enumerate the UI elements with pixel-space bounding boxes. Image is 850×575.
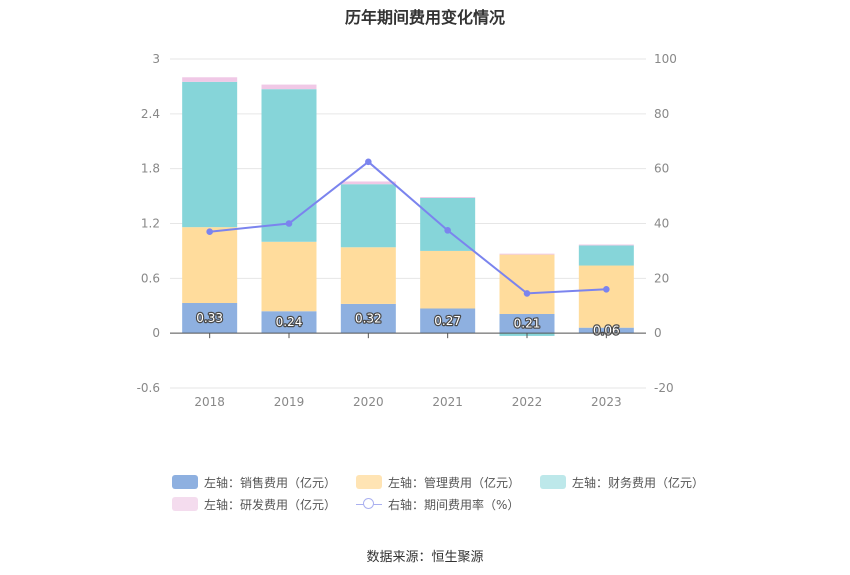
bar-segment-0-2023[interactable] — [578, 327, 634, 334]
legend-label-finance: 左轴：财务费用（亿元） — [572, 475, 705, 490]
bar-segment-2-2019[interactable] — [261, 89, 317, 242]
bar-segment-1-2020[interactable] — [340, 247, 396, 304]
right-axis-tick-label: 0 — [654, 326, 662, 340]
x-axis-tick-label: 2023 — [591, 395, 622, 409]
legend-item-admin[interactable]: 左轴：管理费用（亿元） — [356, 474, 520, 491]
rate-line — [206, 158, 610, 297]
right-axis-tick-label: 60 — [654, 162, 669, 176]
x-axis-tick-label: 2022 — [512, 395, 543, 409]
legend-label-sales: 左轴：销售费用（亿元） — [204, 475, 337, 490]
bar-segment-0-2019[interactable] — [261, 311, 317, 334]
x-axis-tick-label: 2021 — [432, 395, 463, 409]
left-axis-tick-label: 0 — [152, 326, 160, 340]
right-axis-tick-label: 20 — [654, 271, 669, 285]
legend-item-sales[interactable]: 左轴：销售费用（亿元） — [172, 474, 336, 491]
bar-segment-1-2022[interactable] — [499, 254, 555, 314]
left-axis-tick-label: 1.2 — [141, 217, 160, 231]
bars — [182, 77, 634, 336]
legend-swatch-admin — [356, 475, 383, 489]
legend-label-admin: 左轴：管理费用（亿元） — [388, 475, 521, 490]
bar-segment-0-2018[interactable] — [182, 303, 238, 334]
right-axis-tick-label: -20 — [654, 381, 674, 395]
bar-segment-0-2021[interactable] — [420, 308, 476, 334]
left-axis-tick-label: 1.8 — [141, 162, 160, 176]
right-axis-tick-label: 40 — [654, 217, 669, 231]
bar-segment-2-2021[interactable] — [420, 197, 476, 251]
bar-segment-3-2018[interactable] — [182, 77, 238, 82]
bar-segment-0-2022[interactable] — [499, 313, 555, 334]
legend-item-rate[interactable]: 右轴：期间费用率（%） — [356, 496, 519, 513]
grid-lines — [170, 58, 646, 389]
bar-segment-3-2020[interactable] — [340, 181, 396, 185]
legend-swatch-finance — [540, 475, 567, 489]
legend-label-rnd: 左轴：研发费用（亿元） — [204, 497, 337, 512]
left-axis-tick-label: -0.6 — [137, 381, 160, 395]
left-axis-tick-label: 2.4 — [141, 107, 160, 121]
bar-segment-3-2021[interactable] — [420, 196, 476, 198]
sales-data-label: 0.27 — [434, 314, 461, 328]
sales-data-label: 0.06 — [593, 323, 620, 337]
bar-segment-1-2018[interactable] — [182, 227, 238, 304]
chart-title: 历年期间费用变化情况 — [344, 8, 505, 27]
right-axis-tick-label: 80 — [654, 107, 669, 121]
sales-data-label: 0.24 — [276, 315, 303, 329]
bar-segment-3-2023[interactable] — [578, 244, 634, 246]
bar-segment-2-2023[interactable] — [578, 245, 634, 266]
sales-data-label: 0.21 — [514, 317, 541, 331]
legend-item-finance[interactable]: 左轴：财务费用（亿元） — [540, 474, 704, 491]
axes: 3 2.4 1.8 1.2 0.6 0 -0.6 100 80 60 40 20 0 -20 2018 201… — [137, 52, 677, 409]
bar-segment-0-2020[interactable] — [340, 303, 396, 334]
bar-segment-1-2023[interactable] — [578, 265, 634, 328]
legend-swatch-rnd — [172, 497, 198, 511]
bar-segment-2-2020[interactable] — [340, 184, 396, 248]
legend-swatch-rate — [356, 497, 383, 511]
data-source: 数据来源：恒生聚源 — [366, 550, 484, 565]
rate-line-path — [209, 160, 607, 295]
rate-point-2023[interactable] — [603, 286, 610, 293]
bar-segment-1-2019[interactable] — [261, 241, 317, 312]
x-axis-tick-label: 2019 — [274, 395, 305, 409]
rate-point-2021[interactable] — [444, 227, 451, 234]
sales-data-label: 0.33 — [196, 311, 223, 325]
legend-swatch-sales — [172, 475, 198, 489]
right-axis-tick-label: 100 — [654, 52, 677, 66]
bar-segment-3-2022[interactable] — [499, 253, 555, 255]
bar-segment-3-2019[interactable] — [261, 84, 317, 90]
x-axis-tick-label: 2020 — [353, 395, 384, 409]
rate-point-2020[interactable] — [365, 158, 372, 166]
left-axis-tick-label: 3 — [152, 52, 160, 66]
rate-point-2018[interactable] — [206, 228, 213, 236]
rate-point-2019[interactable] — [285, 220, 293, 227]
legend-item-rnd[interactable]: 左轴：研发费用（亿元） — [172, 496, 336, 513]
data-labels: 0.33 0.24 0.32 0.27 0.21 0.06 — [195, 310, 621, 339]
bar-segment-1-2021[interactable] — [420, 250, 476, 309]
rate-point-2022[interactable] — [523, 290, 531, 297]
legend-label-rate: 右轴：期间费用率（%） — [388, 497, 520, 512]
x-axis-tick-label: 2018 — [194, 395, 225, 409]
bar-segment-2-2018[interactable] — [182, 81, 238, 228]
left-axis-tick-label: 0.6 — [141, 271, 160, 285]
sales-data-label: 0.32 — [355, 312, 382, 326]
legend: 左轴：销售费用（亿元） 左轴：管理费用（亿元） 左轴：财务费用（亿元） 左轴：研… — [172, 471, 724, 515]
